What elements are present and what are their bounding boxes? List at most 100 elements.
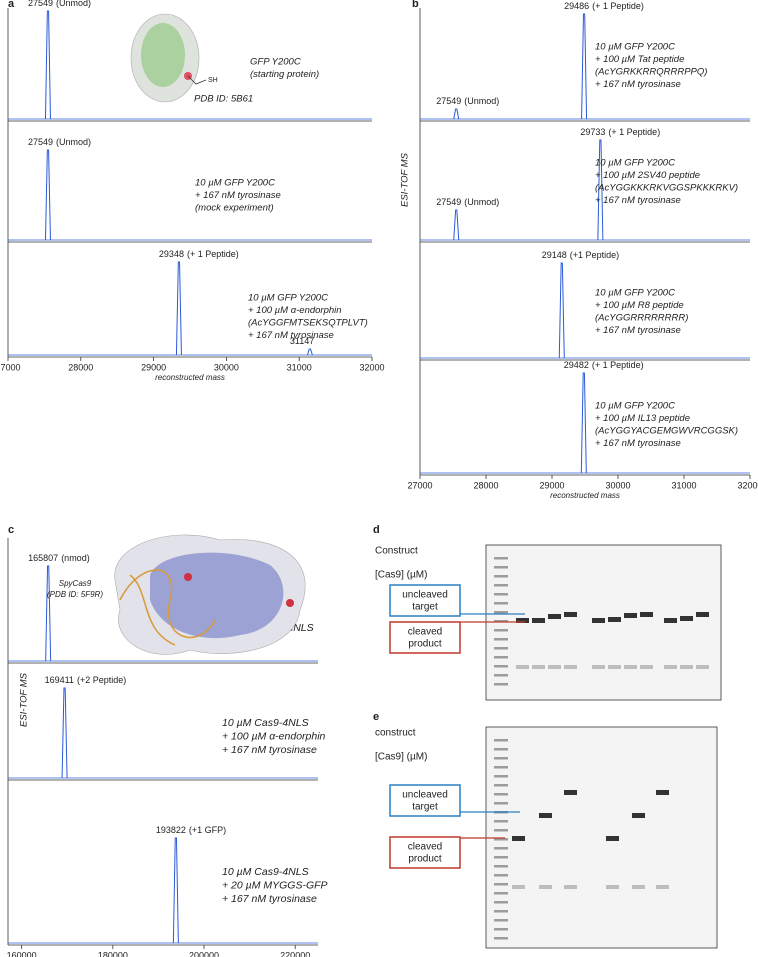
peak-mass: 27549	[436, 197, 461, 207]
ladder-band	[494, 820, 508, 823]
ladder-band	[494, 665, 508, 668]
condition-text: + 167 nM tyrosinase	[595, 438, 681, 449]
peak-label: 165807 (nmod)	[28, 553, 90, 563]
ladder-band	[494, 901, 508, 904]
peak	[44, 149, 51, 241]
x-tick-label: 30000	[214, 362, 239, 372]
rna-strand	[119, 569, 216, 646]
cleaved-box	[389, 836, 461, 869]
gel-band	[656, 790, 669, 795]
ladder-band	[494, 683, 508, 686]
peak	[581, 13, 588, 120]
peak	[580, 372, 587, 474]
condition-text: + 100 µM 2SV40 peptide	[595, 170, 700, 181]
peak-mass: 29348	[159, 249, 184, 259]
ladder-band	[494, 829, 508, 832]
peak-note: (+ 1 Peptide)	[592, 1, 644, 11]
gel-band	[539, 813, 552, 818]
gel-band-faint	[564, 885, 577, 889]
gel-band	[592, 618, 605, 623]
ladder-band	[494, 656, 508, 659]
ladder-band	[494, 865, 508, 868]
x-tick-label: 180000	[98, 950, 128, 957]
condition-text: + 167 nM tyrosinase	[595, 325, 681, 336]
gel-band	[532, 618, 545, 623]
gel-band-faint	[539, 885, 552, 889]
peak-mass: 169411	[45, 675, 74, 685]
x-tick-label: 31000	[671, 480, 696, 490]
panel-label: d	[373, 524, 380, 536]
condition-text: + 167 nM tyrosinase	[248, 330, 334, 341]
condition-text: 10 µM Cas9-4NLS	[222, 717, 309, 729]
peak-note: (Unmod)	[56, 0, 91, 8]
gel-band-faint	[640, 665, 653, 669]
x-tick-label: 28000	[473, 480, 498, 490]
gel-band-faint	[680, 665, 693, 669]
gel-band	[640, 612, 653, 617]
condition-text: 10 µM GFP Y200C	[595, 401, 675, 412]
pdb-caption: (PDB ID: 5F9R)	[47, 590, 103, 599]
gel-band-faint	[696, 665, 709, 669]
ladder-band	[494, 629, 508, 632]
gel-band	[680, 616, 693, 621]
peak-note: (+ 1 Peptide)	[187, 249, 239, 259]
structure-name: SpyCas9	[59, 579, 92, 588]
gel-band-faint	[632, 885, 645, 889]
protein-core	[141, 23, 185, 87]
gel-band-faint	[512, 885, 525, 889]
gel-band	[624, 613, 637, 618]
condition-text: 10 µM GFP Y200C	[248, 293, 328, 304]
ladder-band	[494, 919, 508, 922]
cleaved-label: product	[408, 639, 442, 650]
ladder-band	[494, 748, 508, 751]
condition-text: (AcYGGRRRRRRRR)	[595, 313, 688, 324]
ladder-band	[494, 766, 508, 769]
condition-text: + 167 nM tyrosinase	[222, 744, 317, 756]
ladder-band	[494, 874, 508, 877]
peak-label: 29733 (+ 1 Peptide)	[580, 127, 660, 137]
peak	[172, 837, 179, 944]
condition-text: + 20 µM MYGGS-GFP	[222, 879, 328, 891]
x-axis-label: reconstructed mass	[550, 491, 620, 500]
peak	[175, 261, 182, 356]
x-tick-label: 30000	[605, 480, 630, 490]
gel-band	[696, 612, 709, 617]
pdb-caption: PDB ID: 5B61	[194, 94, 253, 105]
ladder-band	[494, 647, 508, 650]
gel-band-faint	[624, 665, 637, 669]
peak	[306, 348, 313, 356]
condition-text: + 167 nM tyrosinase	[595, 195, 681, 206]
gel-band	[632, 813, 645, 818]
condition-text: (mock experiment)	[195, 203, 274, 214]
cleaved-label: cleaved	[408, 627, 442, 638]
x-tick-label: 27000	[0, 362, 21, 372]
ladder-band	[494, 838, 508, 841]
gel-band-faint	[548, 665, 561, 669]
ladder-band	[494, 910, 508, 913]
peak-label: 29486 (+ 1 Peptide)	[564, 1, 644, 11]
peak-note: (+1 Peptide)	[570, 250, 619, 260]
peak-mass: 27549	[28, 137, 53, 147]
condition-text: (AcYGGFMTSEKSQTPLVT)	[248, 318, 368, 329]
gel-band	[516, 618, 529, 623]
cleaved-label: product	[408, 854, 442, 865]
condition-text: 10 µM GFP Y200C	[195, 178, 275, 189]
mutation-site	[184, 573, 192, 581]
ladder-band	[494, 928, 508, 931]
ladder-band	[494, 674, 508, 677]
ladder-band	[494, 847, 508, 850]
condition-text: (AcYGRKKRRQRRRPPQ)	[595, 67, 707, 78]
y-axis-label: ESI-TOF MS	[19, 672, 30, 727]
peak-label: 169411 (+2 Peptide)	[45, 675, 127, 685]
cleaved-label: cleaved	[408, 842, 442, 853]
peak-note: (Unmod)	[56, 137, 91, 147]
gel-band-faint	[656, 885, 669, 889]
peak-label: 29148 (+1 Peptide)	[542, 250, 619, 260]
condition-text: 10 µM GFP Y200C	[595, 288, 675, 299]
peak-mass: 31147	[290, 336, 314, 346]
ladder-band	[494, 638, 508, 641]
ladder-band	[494, 802, 508, 805]
thiol-label: SH	[208, 77, 218, 84]
